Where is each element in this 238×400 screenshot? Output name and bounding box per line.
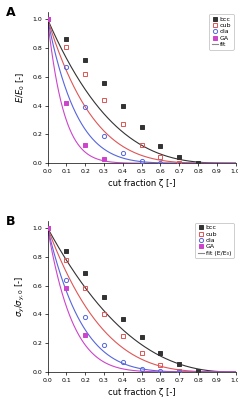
Legend: bcc, cub, dia, GA, fit (E/E₀): bcc, cub, dia, GA, fit (E/E₀) [195, 223, 234, 258]
Y-axis label: $\sigma_y/\sigma_{y,0}$ [-]: $\sigma_y/\sigma_{y,0}$ [-] [14, 276, 27, 317]
Y-axis label: $E/E_0$ [-]: $E/E_0$ [-] [14, 72, 27, 103]
Legend: bcc, cub, dia, GA, fit: bcc, cub, dia, GA, fit [209, 14, 234, 50]
Text: A: A [6, 6, 16, 19]
Text: B: B [6, 215, 16, 228]
X-axis label: cut fraction ζ [-]: cut fraction ζ [-] [108, 179, 175, 188]
X-axis label: cut fraction ζ [-]: cut fraction ζ [-] [108, 388, 175, 397]
